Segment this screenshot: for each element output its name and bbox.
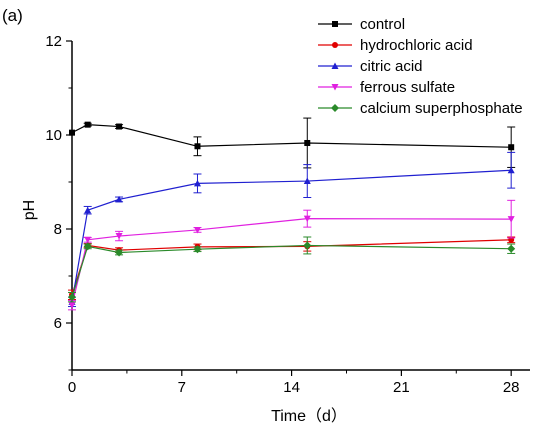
- legend-label: hydrochloric acid: [360, 37, 473, 54]
- y-tick-label: 6: [54, 315, 62, 332]
- x-tick-label: 21: [393, 379, 410, 396]
- data-point: [115, 248, 124, 257]
- data-point: [194, 143, 201, 150]
- data-point: [508, 144, 515, 151]
- data-point: [193, 245, 202, 254]
- legend-label: control: [360, 16, 405, 33]
- data-point: [331, 62, 339, 69]
- data-point: [303, 215, 311, 223]
- legend-label: citric acid: [360, 58, 423, 75]
- data-point: [193, 179, 201, 187]
- data-point: [332, 42, 338, 48]
- series-line: [71, 124, 512, 148]
- data-point: [303, 177, 311, 185]
- y-axis-label: pH: [21, 200, 38, 220]
- data-point: [116, 123, 123, 130]
- data-point: [193, 226, 201, 234]
- series-ferrous-sulfate: [68, 199, 516, 311]
- data-point: [332, 21, 338, 27]
- panel-label: (a): [2, 6, 23, 25]
- data-point: [83, 242, 92, 251]
- data-point: [69, 129, 75, 136]
- data-point: [68, 293, 76, 302]
- data-point: [303, 241, 312, 250]
- data-point: [115, 195, 123, 203]
- data-point: [84, 121, 91, 128]
- legend: control hydrochloric acid citric acid ferro…: [318, 16, 523, 117]
- plot-series: [68, 117, 516, 311]
- data-point: [331, 104, 339, 112]
- axes-frame: [71, 41, 530, 371]
- x-tick-label: 7: [178, 379, 186, 396]
- data-point: [507, 244, 516, 253]
- x-tick-label: 14: [283, 379, 300, 396]
- legend-label: ferrous sulfate: [360, 79, 455, 96]
- x-axis-label: Time（d）: [271, 407, 347, 425]
- data-point: [115, 233, 123, 240]
- series-calcium-superphosphate: [68, 236, 516, 303]
- series-line: [71, 169, 512, 302]
- series-citric-acid: [68, 151, 516, 308]
- data-point: [507, 166, 515, 174]
- y-tick-label: 12: [45, 33, 62, 50]
- legend-label: calcium superphosphate: [360, 100, 523, 117]
- data-point: [507, 216, 515, 223]
- data-point: [68, 302, 76, 309]
- x-tick-label: 28: [503, 379, 520, 396]
- series-control: [69, 117, 516, 169]
- data-point: [84, 236, 92, 244]
- y-tick-label: 10: [45, 127, 62, 144]
- series-line: [71, 218, 512, 306]
- data-point: [331, 84, 339, 91]
- data-point: [304, 139, 311, 146]
- x-tick-label: 0: [68, 379, 76, 396]
- y-tick-label: 8: [54, 221, 62, 238]
- series-line: [71, 244, 512, 298]
- x-axis-ticks: 0 7 14 21 28: [68, 370, 520, 396]
- y-axis-ticks: 6 8 10 12: [45, 33, 72, 371]
- data-point: [84, 206, 92, 214]
